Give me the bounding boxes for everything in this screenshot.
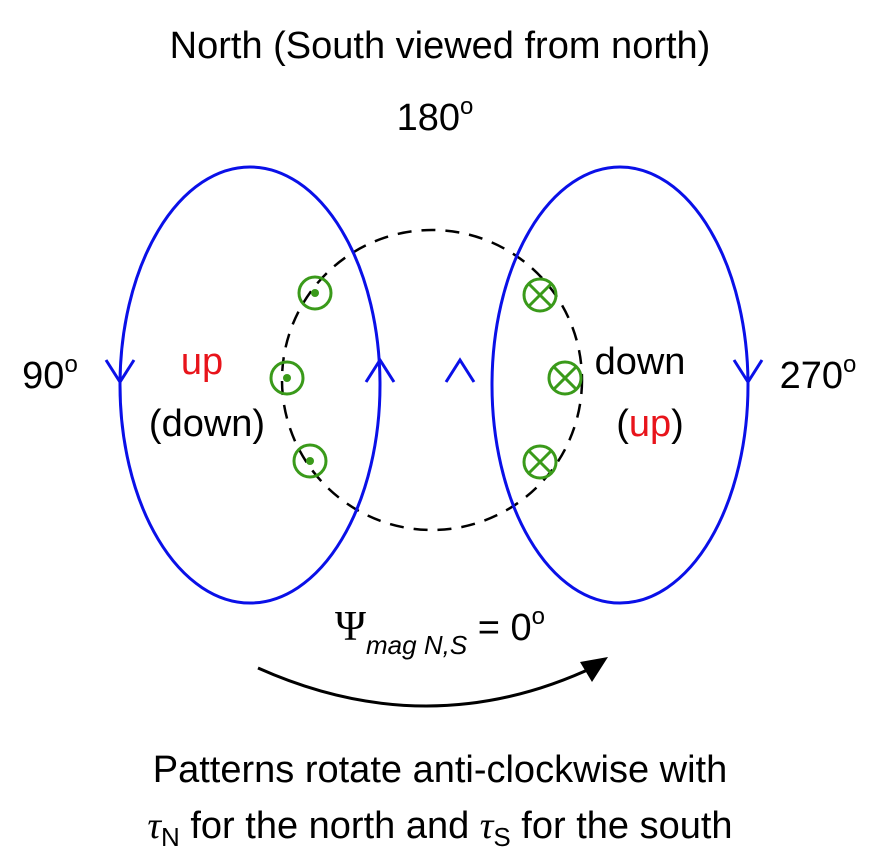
paren: ( xyxy=(616,403,629,445)
out-of-page-symbols xyxy=(269,275,333,479)
caption-line2: τN for the north and τS for the south xyxy=(147,805,732,852)
sub: S xyxy=(493,822,510,852)
arrow-down xyxy=(104,359,136,385)
into-page-symbols xyxy=(522,277,583,480)
paren: ) xyxy=(671,403,684,445)
angle-value: 270 xyxy=(780,355,843,397)
angle-right: 270o xyxy=(780,351,857,397)
arrow-up xyxy=(444,357,476,383)
rotation-arrow xyxy=(257,664,597,708)
angle-left: 90o xyxy=(22,351,78,397)
text: for the north and xyxy=(180,805,480,847)
formula: Ψmag N,S = 0o xyxy=(335,603,545,660)
caption-line1: Patterns rotate anti-clockwise with xyxy=(153,749,727,791)
left-secondary: (down) xyxy=(149,403,265,445)
angle-value: 90 xyxy=(22,355,64,397)
angle-sup: o xyxy=(460,93,473,120)
angle-sup: o xyxy=(64,351,77,378)
formula-sub: mag N,S xyxy=(366,630,468,660)
right-secondary: (up) xyxy=(616,403,684,445)
title: North (South viewed from north) xyxy=(170,25,711,67)
left-ellipse xyxy=(118,165,382,605)
word: up xyxy=(629,403,671,445)
formula-rest: = 0 xyxy=(467,607,531,649)
text: for the south xyxy=(511,805,733,847)
right-primary: down xyxy=(595,341,686,383)
arrow-head xyxy=(580,657,608,682)
arrow-up xyxy=(364,357,396,383)
tau: τ xyxy=(147,805,162,847)
formula-symbol: Ψ xyxy=(335,604,366,650)
arrow-down xyxy=(732,359,764,385)
left-primary: up xyxy=(181,341,223,383)
angle-top: 180o xyxy=(397,93,474,139)
dashed-circle xyxy=(280,228,584,532)
angle-value: 180 xyxy=(397,97,460,139)
angle-sup: o xyxy=(843,351,856,378)
formula-sup: o xyxy=(532,603,545,630)
tau: τ xyxy=(480,805,495,847)
right-ellipse xyxy=(490,165,750,605)
sub: N xyxy=(161,822,180,852)
